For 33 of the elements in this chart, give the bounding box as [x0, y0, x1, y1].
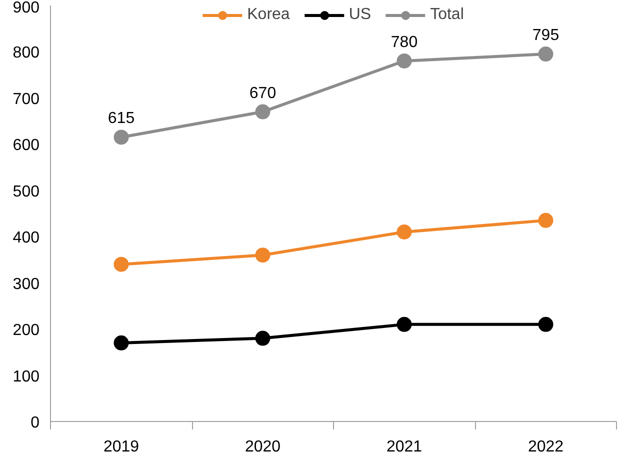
data-label: 780	[390, 34, 418, 51]
point	[538, 46, 554, 62]
y-tick-label: 800	[12, 44, 40, 62]
point	[396, 53, 412, 68]
y-tick-label: 600	[12, 137, 40, 154]
x-tick-label: 2021	[386, 438, 422, 454]
y-tick-label: 300	[12, 276, 40, 293]
y-tick-label: 500	[12, 183, 40, 200]
point	[396, 224, 412, 240]
point	[114, 256, 129, 272]
x-tick-label: 2020	[244, 438, 281, 454]
point	[255, 248, 270, 263]
y-tick-label: 200	[12, 322, 40, 340]
point	[538, 212, 554, 228]
point	[255, 104, 270, 120]
data-label: 670	[249, 84, 276, 102]
point	[114, 130, 129, 145]
y-tick-label: 900	[12, 0, 40, 16]
point	[114, 335, 129, 350]
y-tick-label: 100	[12, 368, 40, 386]
y-tick-label: 400	[12, 230, 40, 247]
legend-label: Korea	[247, 6, 290, 24]
y-tick-label: 700	[12, 90, 40, 108]
point	[255, 330, 270, 346]
y-tick-label: 0	[30, 414, 40, 432]
x-tick-label: 2019	[103, 438, 140, 454]
legend-label: Total	[430, 6, 464, 24]
data-label: 615	[108, 110, 135, 128]
point	[538, 316, 554, 332]
legend-label: US	[348, 6, 372, 24]
data-label: 795	[532, 27, 560, 44]
x-tick-label: 2022	[528, 438, 564, 454]
point	[396, 316, 412, 332]
